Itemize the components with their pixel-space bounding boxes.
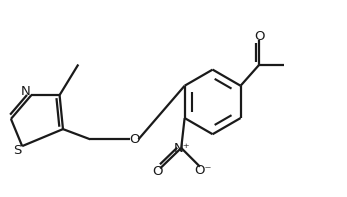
Text: N⁺: N⁺ [174, 142, 190, 155]
Text: N: N [20, 85, 30, 98]
Text: O: O [152, 165, 163, 178]
Text: S: S [13, 144, 21, 157]
Text: O⁻: O⁻ [195, 164, 212, 177]
Text: O: O [129, 133, 139, 146]
Text: O: O [254, 30, 264, 43]
